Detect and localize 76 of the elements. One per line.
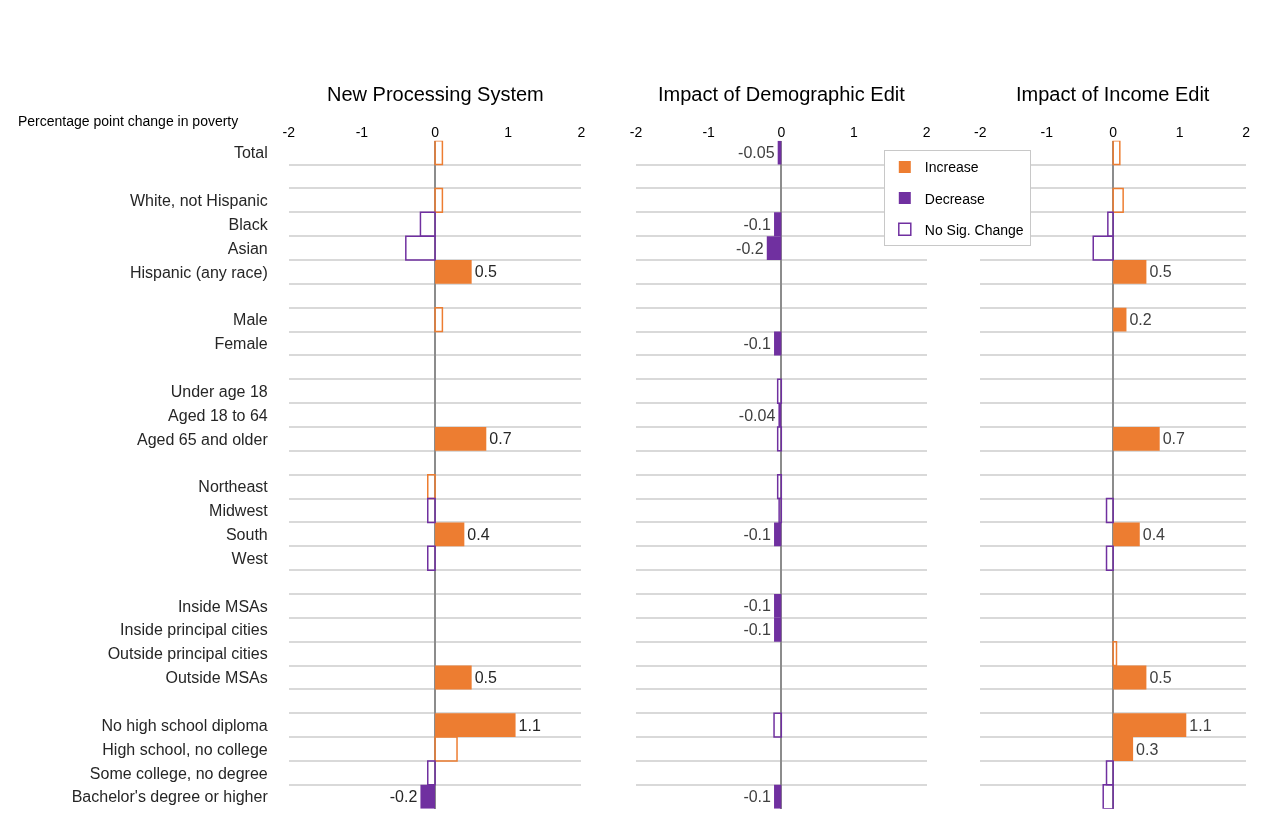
x-tick-label: 2: [577, 123, 586, 140]
x-tick-label: 0: [777, 123, 786, 140]
data-label: -0.1: [743, 525, 772, 543]
bar: [435, 259, 472, 284]
legend-label: No Sig. Change: [924, 221, 1024, 238]
y-tick-label: Female: [214, 335, 268, 353]
data-label: -0.2: [389, 788, 418, 806]
chart-title: Impact of Demographic Edit: [658, 83, 906, 105]
legend-label: Increase: [924, 159, 979, 176]
chart-title: New Processing System: [327, 83, 544, 105]
x-axis-title: Percentage point change in poverty: [18, 113, 239, 129]
data-label: -0.1: [743, 597, 772, 615]
data-label: 0.4: [467, 525, 490, 543]
x-tick-label: 1: [504, 123, 513, 140]
x-tick-label: 2: [1242, 123, 1251, 140]
data-label: 1.1: [518, 716, 541, 734]
bar: [435, 426, 487, 451]
data-label: 0.5: [474, 263, 498, 281]
y-tick-label: Aged 18 to 64: [168, 406, 268, 424]
x-tick-label: -2: [974, 123, 987, 140]
x-tick-label: 2: [922, 123, 931, 140]
y-tick-label: South: [225, 525, 268, 543]
y-tick-label: Asian: [227, 239, 268, 257]
y-tick-label: Inside principal cities: [120, 621, 268, 639]
bar: [1113, 259, 1147, 284]
bar: [435, 522, 465, 547]
y-tick-label: Aged 65 and older: [136, 430, 269, 448]
bar: [1105, 545, 1114, 571]
data-label: 0.3: [1136, 740, 1159, 758]
bar: [1113, 307, 1127, 332]
x-tick-label: 0: [431, 123, 440, 140]
data-label: 0.7: [489, 430, 512, 448]
y-tick-label: Outside MSAs: [165, 669, 268, 687]
bar: [1113, 426, 1160, 451]
x-tick-label: 1: [1175, 123, 1184, 140]
x-tick-label: -1: [1040, 123, 1054, 140]
data-label: -0.2: [736, 239, 764, 257]
data-label: -0.1: [743, 788, 772, 806]
x-tick-label: 0: [1109, 123, 1118, 140]
data-label: 0.5: [1149, 263, 1172, 281]
data-label: -0.1: [743, 215, 772, 233]
bar: [1105, 497, 1114, 524]
y-tick-label: Inside MSAs: [177, 597, 268, 615]
x-tick-label: -1: [702, 123, 716, 140]
bar: [1113, 522, 1140, 547]
data-label: 0.5: [1149, 668, 1172, 686]
y-tick-label: Male: [233, 311, 268, 329]
y-tick-label: Total: [233, 144, 268, 162]
data-label: 0.4: [1142, 525, 1166, 543]
y-tick-label: High school, no college: [102, 740, 268, 758]
y-tick-label: Under age 18: [170, 382, 268, 400]
bar: [435, 665, 472, 690]
y-tick-label: Black: [228, 215, 269, 233]
data-label: 0.5: [474, 668, 498, 686]
y-tick-label: Bachelor's degree or higher: [71, 788, 269, 806]
x-tick-label: -1: [355, 123, 369, 140]
y-tick-label: Northeast: [198, 478, 269, 496]
y-tick-label: Some college, no degree: [89, 764, 268, 782]
y-tick-label: Midwest: [209, 502, 269, 520]
data-label: -0.05: [738, 144, 775, 162]
x-tick-label: -2: [282, 123, 296, 140]
data-label: -0.1: [743, 621, 772, 639]
y-tick-label: No high school diploma: [101, 716, 268, 734]
legend-label: Decrease: [924, 190, 985, 207]
y-tick-label: White, not Hispanic: [129, 191, 268, 209]
chart-title: Impact of Income Edit: [1016, 83, 1210, 105]
data-label: 0.2: [1129, 311, 1152, 329]
data-label: -0.04: [738, 406, 776, 424]
data-label: 0.7: [1162, 430, 1186, 448]
data-label: 1.1: [1189, 716, 1212, 734]
y-tick-label: West: [231, 549, 269, 567]
y-tick-label: Hispanic (any race): [129, 263, 268, 281]
data-label: -0.1: [743, 334, 772, 352]
y-tick-label: Outside principal cities: [107, 645, 268, 663]
x-tick-label: -2: [629, 123, 643, 140]
x-tick-label: 1: [850, 123, 859, 140]
